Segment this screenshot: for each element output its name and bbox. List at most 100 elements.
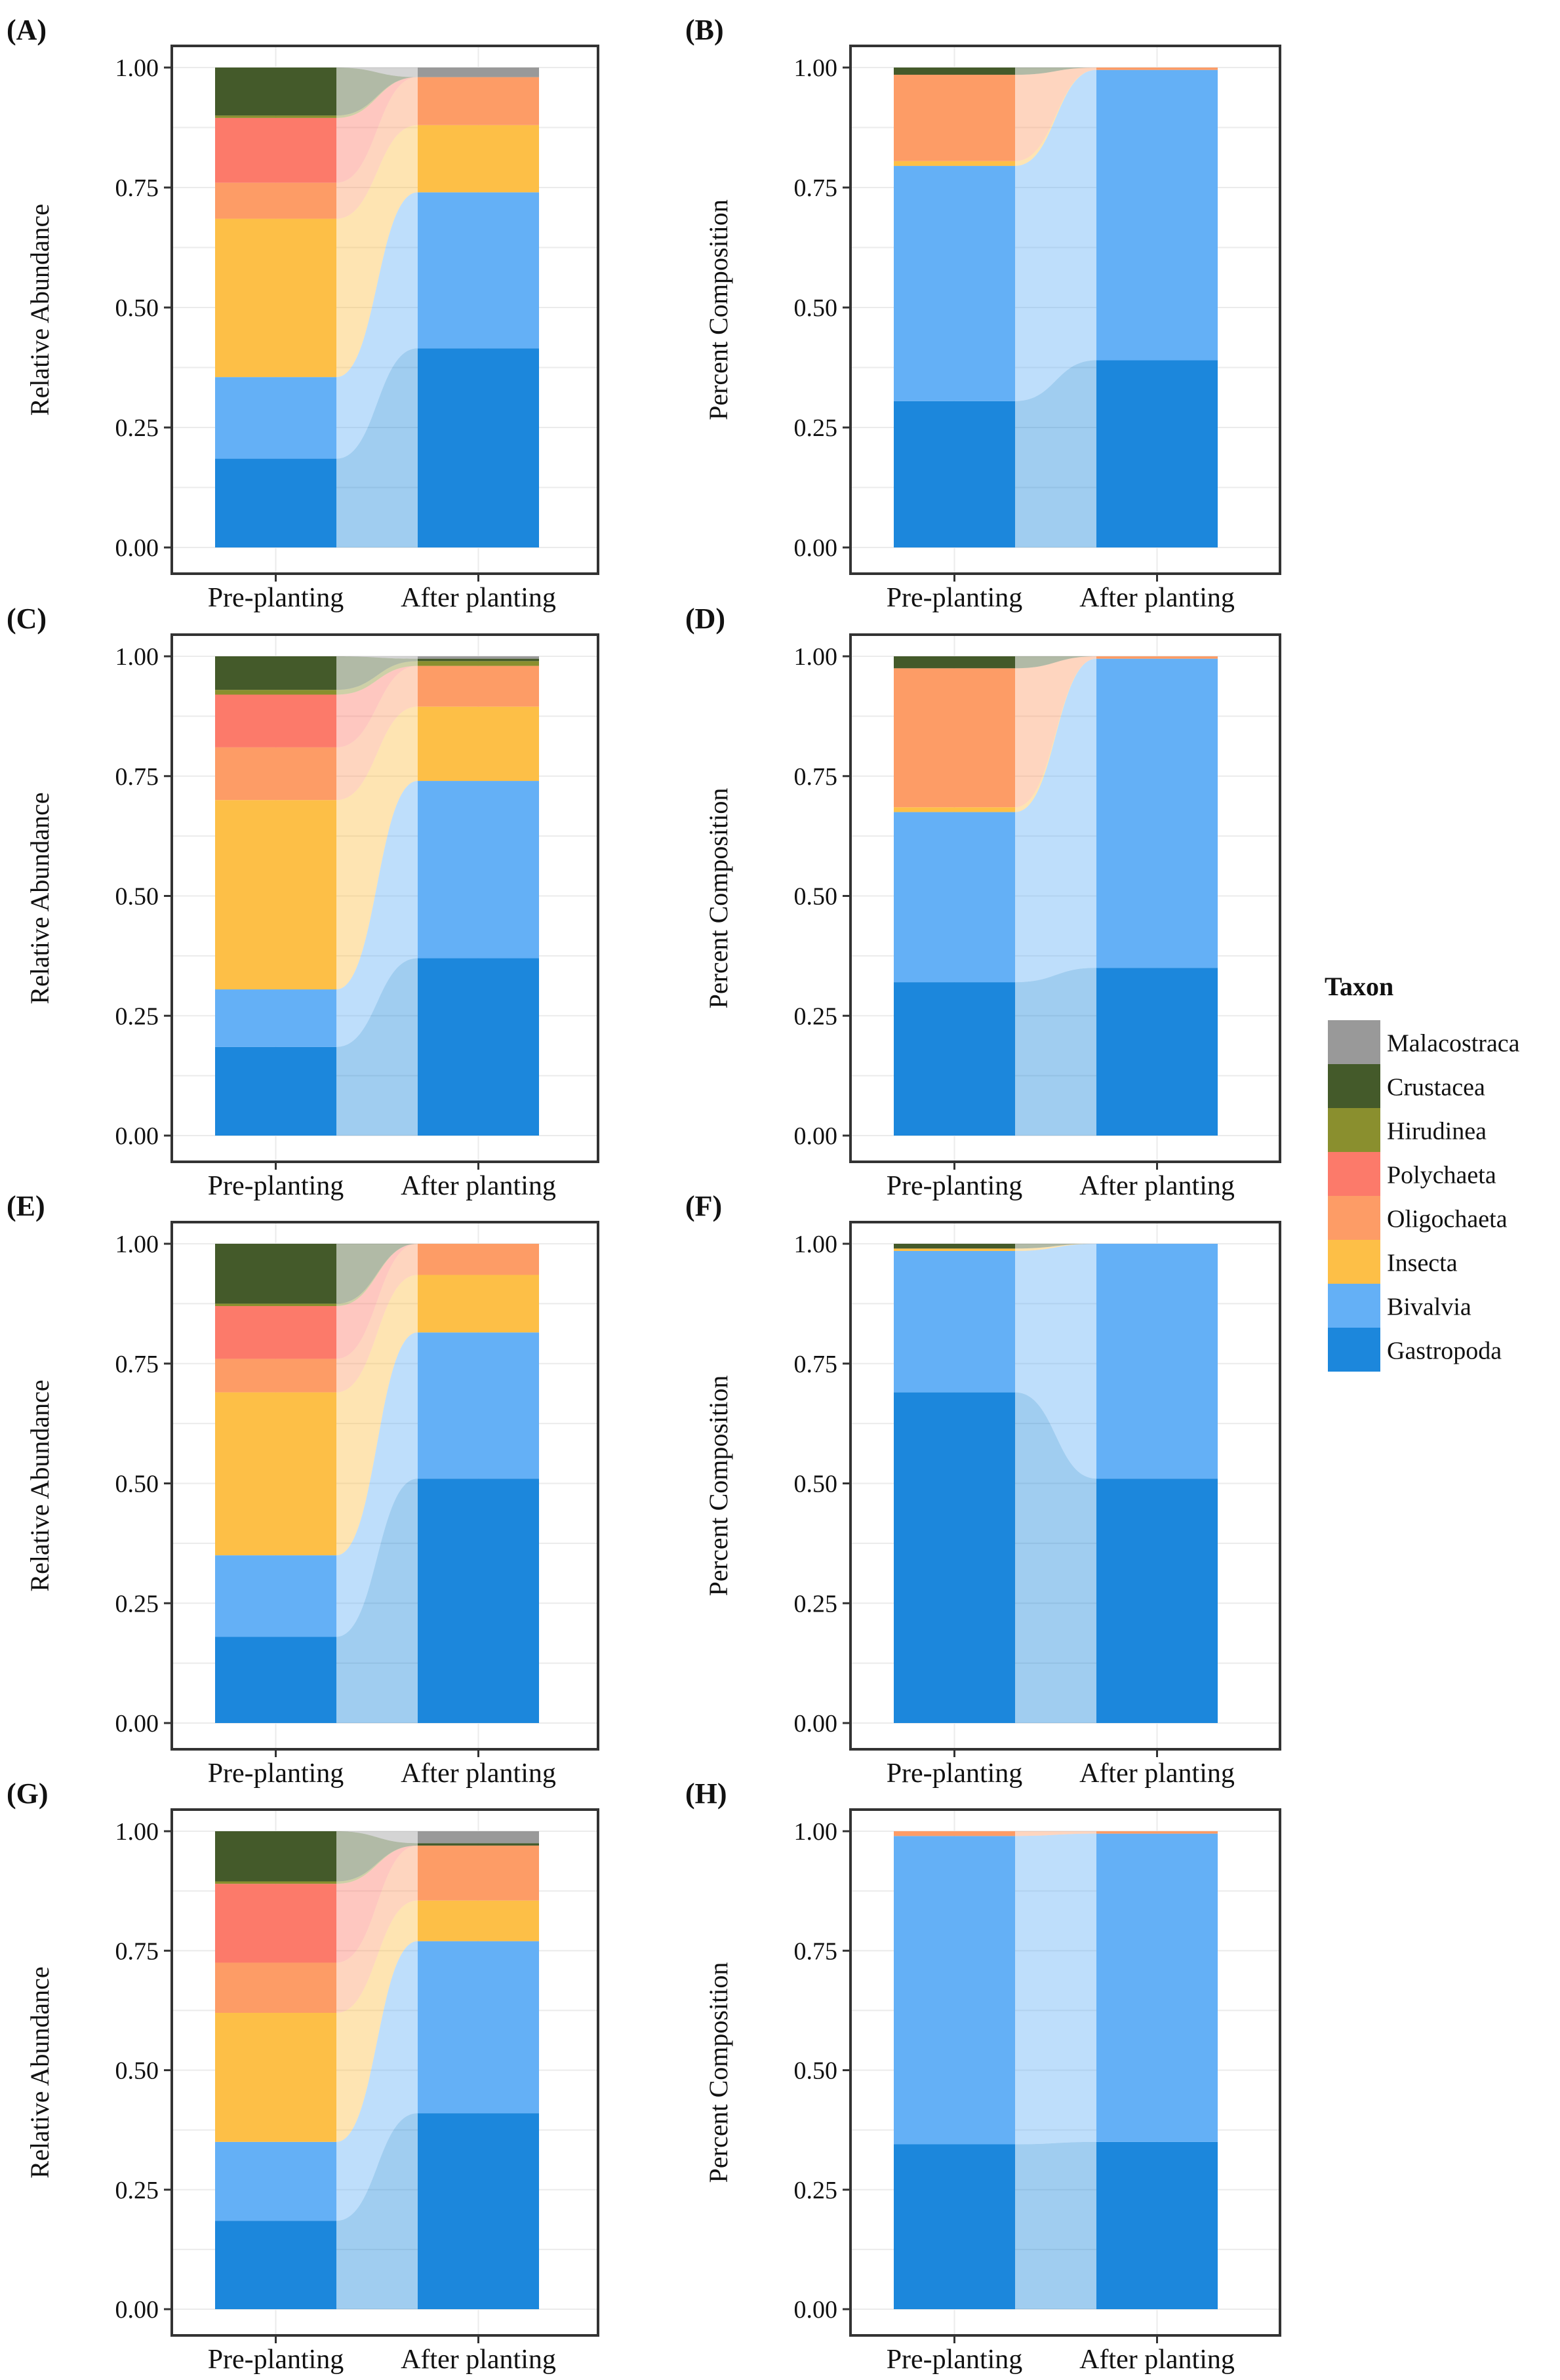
bar-gastropoda-after-planting (418, 1478, 539, 1723)
y-tick-label: 0.50 (115, 2057, 159, 2085)
y-axis-label: Percent Composition (704, 199, 733, 420)
flow-gastropoda (336, 1478, 418, 1723)
bar-gastropoda-after-planting (1096, 2141, 1218, 2309)
y-tick-label: 0.50 (794, 1471, 838, 1498)
bar-bivalvia-after-planting (418, 192, 539, 349)
y-tick-label: 0.50 (794, 2057, 838, 2085)
y-axis-label: Relative Abundance (25, 1379, 54, 1591)
panel-b: 0.00 0.25 0.50 0.75 1.00 Pre-planting After pl… (685, 14, 1281, 613)
bar-insecta-pre-planting (215, 800, 336, 990)
bar-gastropoda-after-planting (1096, 968, 1218, 1136)
y-axis-label: Percent Composition (704, 788, 733, 1009)
flow-oligochaeta (1015, 1831, 1096, 1836)
panel-label: (C) (7, 603, 47, 635)
flow-bivalvia (1015, 658, 1096, 983)
bar-bivalvia-pre-planting (215, 1555, 336, 1637)
bar-oligochaeta-pre-planting (215, 182, 336, 219)
y-tick-label: 1.00 (115, 1818, 159, 1846)
bar-insecta-after-planting (418, 1275, 539, 1333)
flow-hirudinea (336, 77, 418, 118)
bar-gastropoda-pre-planting (894, 2144, 1015, 2309)
bar-bivalvia-after-planting (1096, 69, 1218, 361)
flow-crustacea (336, 68, 418, 116)
bar-bivalvia-pre-planting (215, 989, 336, 1047)
bar-gastropoda-pre-planting (215, 458, 336, 547)
flow-gastropoda (1015, 1392, 1096, 1723)
flow-insecta (1015, 658, 1096, 812)
legend-label-malacostraca: Malacostraca (1387, 1030, 1520, 1058)
legend-label-polychaeta: Polychaeta (1387, 1162, 1496, 1189)
flow-crustacea (336, 1244, 418, 1304)
y-tick-label: 0.00 (115, 1122, 159, 1150)
y-tick-label: 0.50 (115, 294, 159, 322)
flow-oligochaeta (336, 665, 418, 801)
panel-label: (E) (7, 1190, 45, 1222)
panel-c: 0.00 0.25 0.50 0.75 1.00 Pre-planting After pl… (7, 603, 599, 1201)
bar-gastropoda-pre-planting (894, 982, 1015, 1136)
y-tick-label: 0.00 (115, 2296, 159, 2324)
legend-label-crustacea: Crustacea (1387, 1074, 1485, 1101)
bar-crustacea-after-planting (418, 1843, 539, 1846)
y-tick-label: 0.25 (115, 414, 159, 442)
y-tick-label: 1.00 (794, 54, 838, 82)
bar-hirudinea-pre-planting (215, 690, 336, 695)
bar-gastropoda-pre-planting (215, 1046, 336, 1136)
legend-items: Malacostraca Crustacea Hirudinea Polychaeta… (1328, 1020, 1520, 1372)
x-tick-label: Pre-planting (887, 583, 1023, 613)
bar-polychaeta-pre-planting (215, 117, 336, 183)
x-tick-label: Pre-planting (887, 1758, 1023, 1789)
flow-crustacea (336, 1831, 418, 1882)
bar-bivalvia-pre-planting (894, 1250, 1015, 1393)
flow-crustacea (1015, 68, 1096, 75)
flow-oligochaeta (1015, 68, 1096, 161)
y-tick-label: 1.00 (794, 1818, 838, 1846)
plot-frame (170, 1808, 599, 2337)
y-tick-label: 1.00 (115, 54, 159, 82)
legend-label-oligochaeta: Oligochaeta (1387, 1206, 1508, 1233)
y-tick-label: 0.75 (115, 1351, 159, 1378)
bar-bivalvia-pre-planting (894, 166, 1015, 401)
bar-malacostraca-after-planting (418, 1831, 539, 1844)
legend-label-hirudinea: Hirudinea (1387, 1118, 1487, 1145)
x-tick-label: Pre-planting (887, 2345, 1023, 2375)
bar-gastropoda-pre-planting (894, 401, 1015, 547)
bar-oligochaeta-after-planting (1096, 68, 1218, 70)
bar-crustacea-pre-planting (894, 68, 1015, 75)
panel-label: (F) (685, 1190, 722, 1222)
bar-crustacea-pre-planting (215, 1831, 336, 1882)
bar-oligochaeta-pre-planting (215, 1962, 336, 2013)
y-axis-label: Percent Composition (704, 1962, 733, 2183)
bar-gastropoda-after-planting (418, 348, 539, 547)
panel-f: 0.00 0.25 0.50 0.75 1.00 Pre-planting After pl… (685, 1190, 1281, 1789)
bar-oligochaeta-after-planting (1096, 656, 1218, 659)
bar-oligochaeta-after-planting (1096, 1831, 1218, 1834)
flow-oligochaeta (336, 1244, 418, 1393)
bar-bivalvia-after-planting (418, 781, 539, 959)
y-tick-label: 0.75 (794, 174, 838, 202)
x-tick-label: After planting (1079, 1171, 1235, 1201)
x-tick-label: After planting (401, 583, 556, 613)
bar-hirudinea-pre-planting (215, 1303, 336, 1307)
plot-frame (849, 633, 1281, 1163)
flow-gastropoda (1015, 968, 1096, 1136)
bar-oligochaeta-pre-planting (894, 668, 1015, 808)
bar-polychaeta-pre-planting (215, 694, 336, 747)
panel-label: (B) (685, 14, 724, 46)
bar-bivalvia-after-planting (1096, 1833, 1218, 2142)
legend-key-oligochaeta (1328, 1196, 1380, 1240)
y-tick-label: 0.50 (115, 883, 159, 911)
flow-malacostraca (336, 656, 418, 659)
y-tick-label: 0.75 (794, 1937, 838, 1965)
x-tick-label: After planting (1079, 1758, 1235, 1789)
plot-frame (849, 1808, 1281, 2337)
plot-frame (849, 45, 1281, 575)
bar-malacostraca-after-planting (418, 656, 539, 659)
y-tick-label: 0.50 (794, 883, 838, 911)
panel-label: (A) (7, 14, 47, 46)
bar-crustacea-after-planting (418, 658, 539, 662)
flow-gastropoda (1015, 2141, 1096, 2309)
y-axis-label: Relative Abundance (25, 1966, 54, 2178)
y-tick-label: 0.25 (794, 1002, 838, 1030)
y-tick-label: 0.75 (115, 174, 159, 202)
bar-oligochaeta-pre-planting (215, 747, 336, 801)
